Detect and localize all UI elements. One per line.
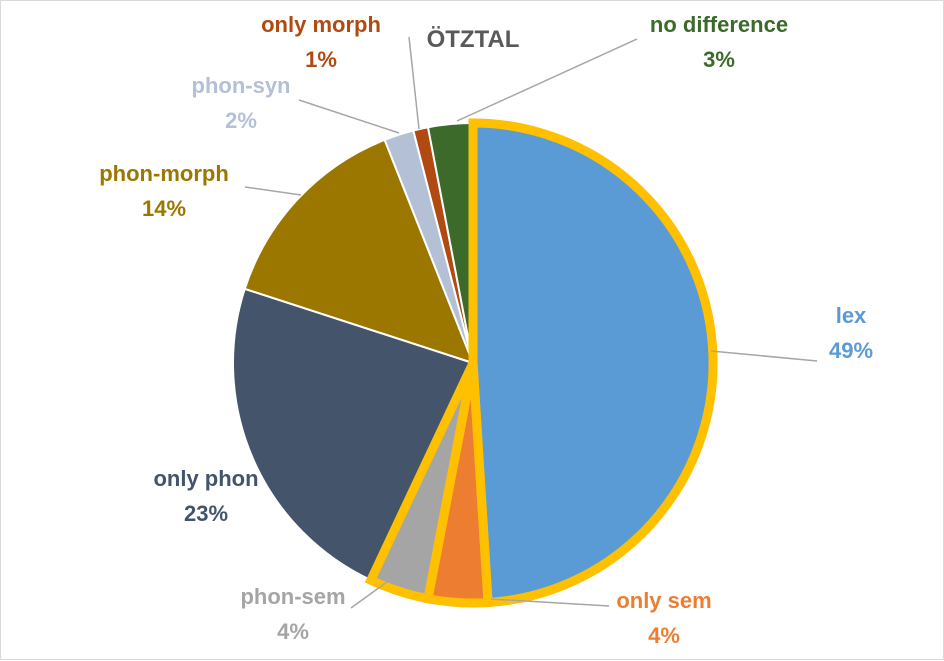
- chart-title: ÖTZTAL: [427, 26, 520, 53]
- data-label-value-phon-sem: 4%: [277, 619, 309, 644]
- pie-slice-lex: [472, 121, 715, 604]
- leader-line-only-morph: [408, 36, 420, 130]
- pie-slice-only-phon: [232, 287, 475, 582]
- leader-line-lex: [710, 350, 818, 362]
- data-label-name-no-difference: no difference: [650, 12, 788, 37]
- highlight-outline-lex: [468, 118, 718, 608]
- data-label-name-phon-sem: phon-sem: [240, 584, 345, 609]
- data-label-value-only-phon: 23%: [184, 501, 228, 526]
- highlight-outline-phon-sem: [364, 361, 478, 605]
- data-label-name-phon-morph: phon-morph: [99, 161, 229, 186]
- data-label-value-lex: 49%: [829, 338, 873, 363]
- data-label-name-phon-syn: phon-syn: [192, 73, 291, 98]
- highlight-outline-layer: [364, 118, 718, 608]
- data-label-value-only-sem: 4%: [648, 623, 680, 648]
- leader-line-phon-morph: [244, 186, 302, 196]
- pie-slice-phon-morph: [243, 138, 475, 365]
- data-label-name-only-morph: only morph: [261, 12, 381, 37]
- leader-lines-layer: [244, 36, 818, 609]
- labels-layer: lex 49% only sem 4% phon-sem 4% only phon 23% ph…: [99, 12, 873, 648]
- leader-line-no-difference: [456, 38, 638, 122]
- data-label-name-only-phon: only phon: [153, 466, 258, 491]
- leader-line-phon-syn: [298, 99, 400, 134]
- leader-line-only-sem: [490, 598, 610, 607]
- data-label-name-lex: lex: [836, 303, 867, 328]
- data-label-name-only-sem: only sem: [616, 588, 711, 613]
- data-label-value-no-difference: 3%: [703, 47, 735, 72]
- data-label-value-phon-syn: 2%: [225, 108, 257, 133]
- leader-line-phon-sem: [350, 578, 392, 609]
- data-label-value-phon-morph: 14%: [142, 196, 186, 221]
- data-label-value-only-morph: 1%: [305, 47, 337, 72]
